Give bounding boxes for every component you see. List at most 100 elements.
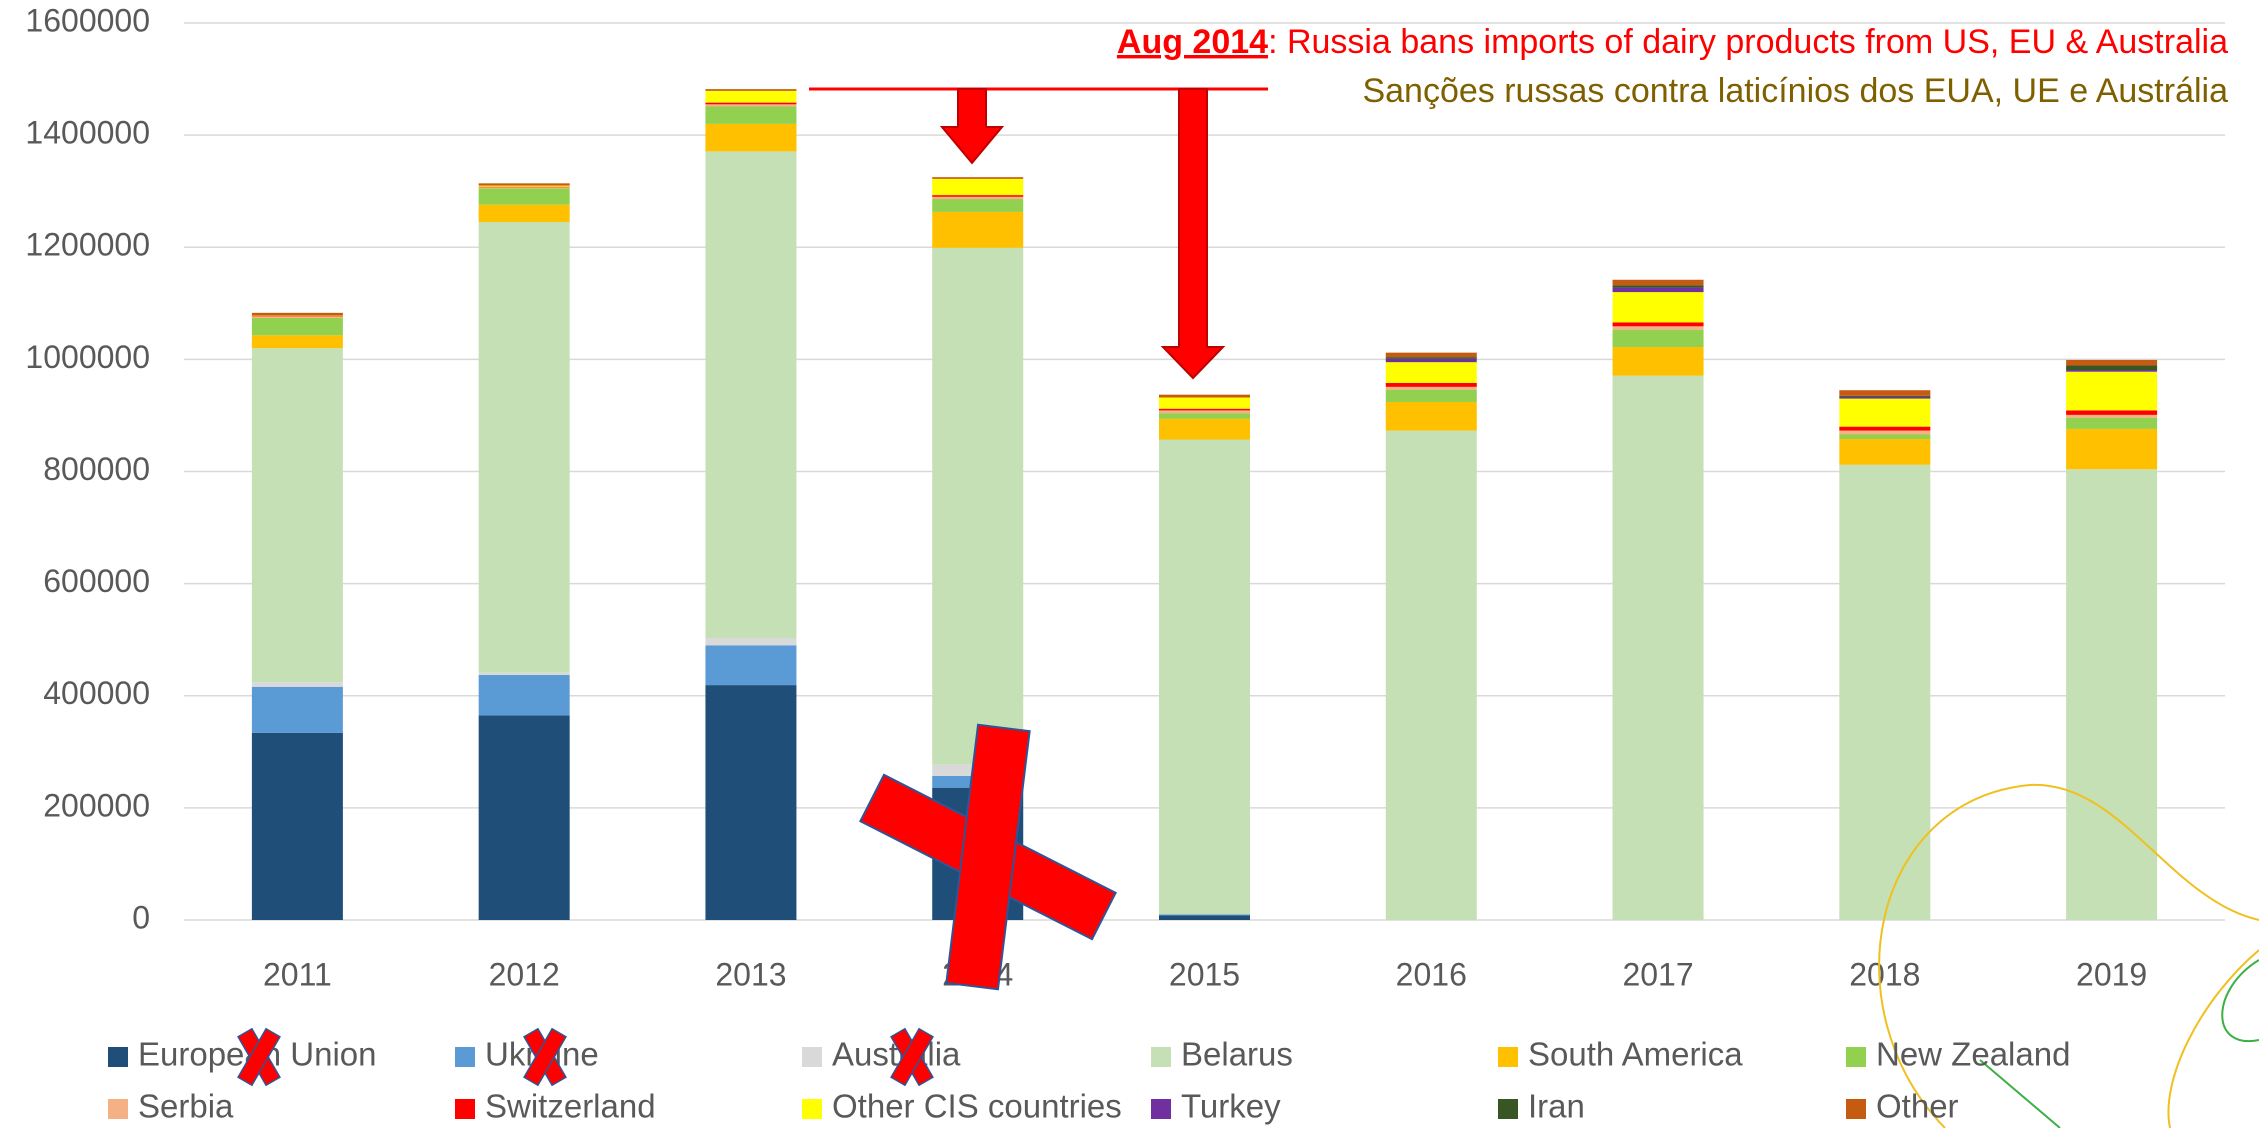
bar-segment [1839, 431, 1930, 435]
legend-swatch [1846, 1047, 1866, 1067]
bar-segment [479, 186, 570, 187]
bar-segment [1613, 347, 1704, 376]
bar-segment [932, 248, 1023, 765]
bar-segment [932, 197, 1023, 199]
x-tick-label: 2017 [1622, 956, 1693, 992]
bar-segment [1839, 427, 1930, 431]
legend-label: Turkey [1181, 1088, 1281, 1125]
bar-segment [479, 715, 570, 920]
bar-segment [1386, 431, 1477, 920]
annotation-date: Aug 2014 [1117, 23, 1268, 61]
bar-segment [1839, 465, 1930, 920]
y-tick-label: 1000000 [25, 339, 150, 375]
bar-segment [1613, 280, 1704, 286]
bar-segment [252, 318, 343, 335]
decor-curve [2222, 960, 2259, 1041]
bar-segment [705, 89, 796, 91]
bar-segment [1159, 410, 1250, 413]
cross-marks [238, 705, 1130, 1085]
bar-segment [252, 682, 343, 686]
y-tick-label: 400000 [43, 675, 150, 711]
bar-segment [252, 687, 343, 733]
bar-segment [252, 313, 343, 316]
x-tick-label: 2013 [715, 956, 786, 992]
bar-segment [1159, 395, 1250, 398]
bar-segment [1386, 383, 1477, 387]
bar-segment [252, 348, 343, 682]
bar-segment [1839, 434, 1930, 438]
big-cross [846, 705, 1129, 1009]
annotation-pt: Sanções russas contra laticínios dos EUA… [1362, 72, 2228, 110]
legend-swatch [1151, 1047, 1171, 1067]
bar-segment [1839, 390, 1930, 396]
bar-segment [932, 177, 1023, 179]
legend-swatch [455, 1047, 475, 1067]
bar-segment [1159, 419, 1250, 440]
x-tick-label: 2015 [1169, 956, 1240, 992]
arrow [1163, 89, 1223, 378]
bar-segment [2066, 429, 2157, 469]
bar-segment [932, 199, 1023, 212]
bar-segment [1613, 292, 1704, 322]
legend-label: Other CIS countries [832, 1088, 1122, 1125]
x-tick-label: 2018 [1849, 956, 1920, 992]
bar-segment [2066, 360, 2157, 366]
legend-swatch [108, 1099, 128, 1119]
bar-segment [1839, 397, 1930, 399]
bar-segment [1386, 359, 1477, 362]
bar-segment [705, 107, 796, 124]
bar-segment [705, 685, 796, 920]
arrows [809, 89, 1268, 378]
bar-segment [1613, 285, 1704, 287]
legend-swatch [1498, 1099, 1518, 1119]
bar-segment [2066, 469, 2157, 920]
x-tick-label: 2019 [2076, 956, 2147, 992]
legend-swatch [455, 1099, 475, 1119]
bar-segment [1613, 326, 1704, 329]
bar-segment [1159, 397, 1250, 408]
y-tick-label: 0 [132, 899, 150, 935]
legend-label: Serbia [138, 1088, 234, 1125]
bar-segment [1839, 439, 1930, 465]
bar-segment [2066, 415, 2157, 418]
bar-segment [2066, 418, 2157, 429]
bar-segment [479, 187, 570, 188]
bar-segment [1386, 402, 1477, 431]
bar-segment [1159, 914, 1250, 915]
legend-swatch [1846, 1099, 1866, 1119]
bar-segment [705, 645, 796, 685]
bar-segment [1839, 396, 1930, 397]
bar-segment [479, 187, 570, 188]
bar-segment [932, 179, 1023, 195]
bar-segment [1159, 440, 1250, 915]
bar-segment [252, 335, 343, 348]
bar-segment [252, 316, 343, 317]
x-tick-label: 2016 [1396, 956, 1467, 992]
bar-segment [1386, 357, 1477, 359]
y-tick-label: 1600000 [25, 2, 150, 38]
bar-segment [479, 222, 570, 673]
bar-segment [705, 638, 796, 645]
legend-swatch [802, 1047, 822, 1067]
y-tick-label: 800000 [43, 451, 150, 487]
legend-swatch [1151, 1099, 1171, 1119]
bar-segment [1159, 409, 1250, 411]
legend-label: New Zealand [1876, 1036, 2070, 1073]
bar-segment [705, 151, 796, 638]
chart: 0200000400000600000800000100000012000001… [0, 0, 2259, 1128]
bar-segment [1839, 399, 1930, 427]
bar-segment [705, 103, 796, 105]
bar-segment [479, 675, 570, 715]
bar-segment [2066, 372, 2157, 411]
bar-segment [2066, 410, 2157, 414]
y-tick-label: 600000 [43, 563, 150, 599]
annotation-text: : Russia bans imports of dairy products … [1268, 23, 2228, 61]
bar-segment [479, 188, 570, 204]
bar-segment [479, 183, 570, 185]
y-tick-label: 1400000 [25, 115, 150, 151]
bar-segment [1386, 390, 1477, 402]
legend-label: Switzerland [485, 1088, 656, 1125]
arrow [942, 89, 1002, 163]
bar-segment [1613, 322, 1704, 326]
legend: European UnionUkraineAustraliaBelarusSou… [108, 1036, 2070, 1125]
